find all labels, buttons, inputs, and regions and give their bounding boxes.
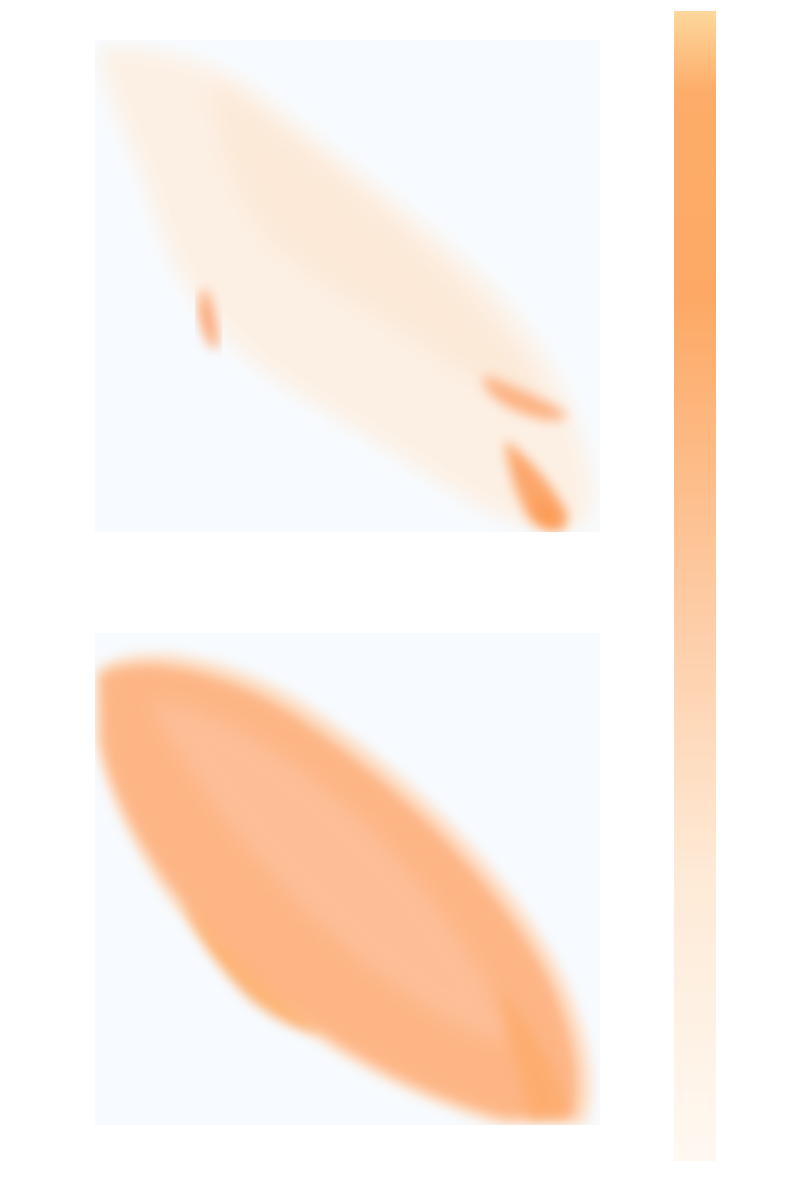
colorbar xyxy=(674,11,716,1161)
heatmap-bottom-inner xyxy=(150,700,510,1040)
heatmap-bottom-right-edge xyxy=(500,990,568,1118)
heatmap-top-right-streak xyxy=(483,375,568,421)
colorbar-gradient xyxy=(674,11,716,1161)
heatmap-top-lower-right-streak xyxy=(505,440,568,528)
heatmap-bottom xyxy=(95,633,600,1125)
heatmap-top xyxy=(95,40,600,532)
heatmap-top-left-streak xyxy=(199,288,218,349)
heatmap-top-lower-right-tip xyxy=(535,495,566,530)
heatmap-top-density-core xyxy=(210,80,540,393)
